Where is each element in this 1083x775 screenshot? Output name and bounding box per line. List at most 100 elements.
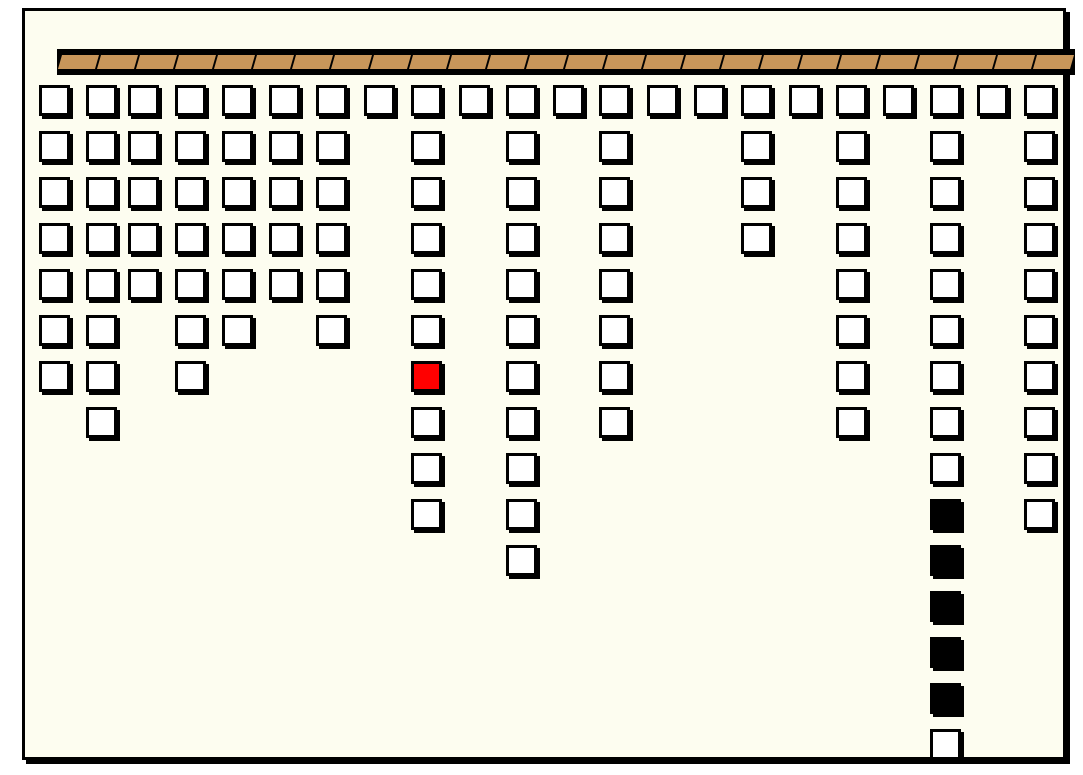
- empty-cell[interactable]: [128, 269, 159, 300]
- empty-cell[interactable]: [316, 315, 347, 346]
- empty-cell[interactable]: [86, 269, 117, 300]
- empty-cell[interactable]: [694, 85, 725, 116]
- empty-cell[interactable]: [1024, 407, 1055, 438]
- empty-cell[interactable]: [1024, 131, 1055, 162]
- empty-cell[interactable]: [789, 85, 820, 116]
- empty-cell[interactable]: [1024, 453, 1055, 484]
- empty-cell[interactable]: [269, 269, 300, 300]
- empty-cell[interactable]: [222, 223, 253, 254]
- empty-cell[interactable]: [836, 315, 867, 346]
- empty-cell[interactable]: [599, 315, 630, 346]
- empty-cell[interactable]: [86, 223, 117, 254]
- empty-cell[interactable]: [836, 407, 867, 438]
- empty-cell[interactable]: [459, 85, 490, 116]
- empty-cell[interactable]: [930, 729, 961, 760]
- empty-cell[interactable]: [930, 85, 961, 116]
- empty-cell[interactable]: [316, 269, 347, 300]
- empty-cell[interactable]: [930, 453, 961, 484]
- empty-cell[interactable]: [128, 177, 159, 208]
- empty-cell[interactable]: [175, 315, 206, 346]
- empty-cell[interactable]: [175, 131, 206, 162]
- empty-cell[interactable]: [222, 131, 253, 162]
- empty-cell[interactable]: [647, 85, 678, 116]
- empty-cell[interactable]: [39, 269, 70, 300]
- empty-cell[interactable]: [411, 407, 442, 438]
- empty-cell[interactable]: [553, 85, 584, 116]
- empty-cell[interactable]: [741, 85, 772, 116]
- empty-cell[interactable]: [599, 407, 630, 438]
- empty-cell[interactable]: [1024, 269, 1055, 300]
- empty-cell[interactable]: [930, 407, 961, 438]
- empty-cell[interactable]: [222, 85, 253, 116]
- empty-cell[interactable]: [1024, 223, 1055, 254]
- empty-cell[interactable]: [175, 177, 206, 208]
- empty-cell[interactable]: [930, 315, 961, 346]
- empty-cell[interactable]: [836, 361, 867, 392]
- filled-cell[interactable]: [930, 683, 961, 714]
- empty-cell[interactable]: [175, 361, 206, 392]
- empty-cell[interactable]: [128, 85, 159, 116]
- empty-cell[interactable]: [39, 85, 70, 116]
- empty-cell[interactable]: [599, 177, 630, 208]
- empty-cell[interactable]: [599, 223, 630, 254]
- empty-cell[interactable]: [411, 315, 442, 346]
- empty-cell[interactable]: [930, 177, 961, 208]
- empty-cell[interactable]: [977, 85, 1008, 116]
- empty-cell[interactable]: [86, 407, 117, 438]
- empty-cell[interactable]: [316, 177, 347, 208]
- empty-cell[interactable]: [836, 223, 867, 254]
- empty-cell[interactable]: [506, 269, 537, 300]
- empty-cell[interactable]: [222, 269, 253, 300]
- empty-cell[interactable]: [599, 131, 630, 162]
- empty-cell[interactable]: [175, 85, 206, 116]
- empty-cell[interactable]: [316, 223, 347, 254]
- empty-cell[interactable]: [39, 361, 70, 392]
- empty-cell[interactable]: [39, 131, 70, 162]
- empty-cell[interactable]: [1024, 315, 1055, 346]
- empty-cell[interactable]: [269, 131, 300, 162]
- empty-cell[interactable]: [506, 407, 537, 438]
- empty-cell[interactable]: [411, 223, 442, 254]
- empty-cell[interactable]: [930, 269, 961, 300]
- empty-cell[interactable]: [39, 177, 70, 208]
- empty-cell[interactable]: [86, 85, 117, 116]
- empty-cell[interactable]: [506, 361, 537, 392]
- empty-cell[interactable]: [930, 223, 961, 254]
- empty-cell[interactable]: [411, 85, 442, 116]
- empty-cell[interactable]: [411, 499, 442, 530]
- empty-cell[interactable]: [39, 223, 70, 254]
- empty-cell[interactable]: [883, 85, 914, 116]
- empty-cell[interactable]: [506, 545, 537, 576]
- empty-cell[interactable]: [128, 131, 159, 162]
- empty-cell[interactable]: [506, 315, 537, 346]
- empty-cell[interactable]: [506, 177, 537, 208]
- empty-cell[interactable]: [930, 361, 961, 392]
- empty-cell[interactable]: [364, 85, 395, 116]
- empty-cell[interactable]: [39, 315, 70, 346]
- empty-cell[interactable]: [506, 453, 537, 484]
- empty-cell[interactable]: [175, 223, 206, 254]
- empty-cell[interactable]: [86, 361, 117, 392]
- empty-cell[interactable]: [741, 223, 772, 254]
- empty-cell[interactable]: [86, 177, 117, 208]
- empty-cell[interactable]: [411, 131, 442, 162]
- empty-cell[interactable]: [506, 499, 537, 530]
- empty-cell[interactable]: [506, 131, 537, 162]
- empty-cell[interactable]: [1024, 499, 1055, 530]
- empty-cell[interactable]: [316, 131, 347, 162]
- highlighted-cell[interactable]: [411, 361, 442, 392]
- empty-cell[interactable]: [175, 269, 206, 300]
- empty-cell[interactable]: [222, 315, 253, 346]
- empty-cell[interactable]: [506, 223, 537, 254]
- empty-cell[interactable]: [269, 177, 300, 208]
- empty-cell[interactable]: [599, 361, 630, 392]
- filled-cell[interactable]: [930, 591, 961, 622]
- empty-cell[interactable]: [128, 223, 159, 254]
- empty-cell[interactable]: [316, 85, 347, 116]
- empty-cell[interactable]: [411, 177, 442, 208]
- empty-cell[interactable]: [411, 453, 442, 484]
- empty-cell[interactable]: [86, 131, 117, 162]
- filled-cell[interactable]: [930, 545, 961, 576]
- empty-cell[interactable]: [269, 85, 300, 116]
- empty-cell[interactable]: [86, 315, 117, 346]
